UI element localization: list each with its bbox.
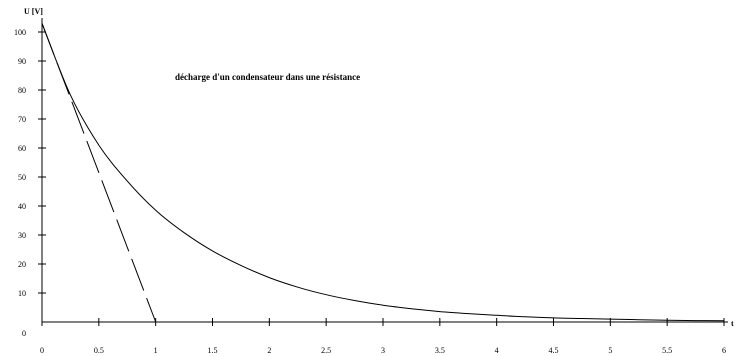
labels: décharge d'un condensateur dans une rési… — [14, 7, 734, 355]
x-tick-label: 3.5 — [435, 346, 445, 355]
x-tick-label: 5.5 — [662, 346, 672, 355]
y-tick-label: 10 — [18, 289, 26, 298]
x-tick-label: 3 — [381, 346, 385, 355]
x-tick-label: 0.5 — [94, 346, 104, 355]
axes — [38, 18, 728, 326]
x-tick-label: 4 — [495, 346, 499, 355]
y-tick-label: 20 — [18, 260, 26, 269]
discharge-curve — [41, 23, 725, 322]
y-tick-label: 70 — [18, 115, 26, 124]
x-tick-label: 4.5 — [549, 346, 559, 355]
x-tick-label: 5 — [608, 346, 612, 355]
x-axis-label: t — [731, 319, 734, 328]
y-tick-label: 50 — [18, 173, 26, 182]
x-tick-label: 2 — [267, 346, 271, 355]
tangent-dashed-line — [41, 23, 157, 323]
y-tick-label: 100 — [14, 28, 26, 37]
x-tick-label: 1.5 — [208, 346, 218, 355]
y-tick-label: 60 — [18, 144, 26, 153]
y-axis-label: U [V] — [24, 7, 43, 16]
y-tick-label: 0 — [22, 329, 26, 338]
chart-title: décharge d'un condensateur dans une rési… — [175, 72, 360, 82]
x-tick-label: 1 — [154, 346, 158, 355]
x-tick-label: 6 — [722, 346, 726, 355]
x-tick-label: 2.5 — [321, 346, 331, 355]
y-tick-label: 30 — [18, 231, 26, 240]
y-tick-label: 80 — [18, 86, 26, 95]
x-tick-label: 0 — [40, 346, 44, 355]
y-tick-label: 40 — [18, 202, 26, 211]
series-layer — [41, 23, 725, 323]
y-tick-label: 90 — [18, 57, 26, 66]
